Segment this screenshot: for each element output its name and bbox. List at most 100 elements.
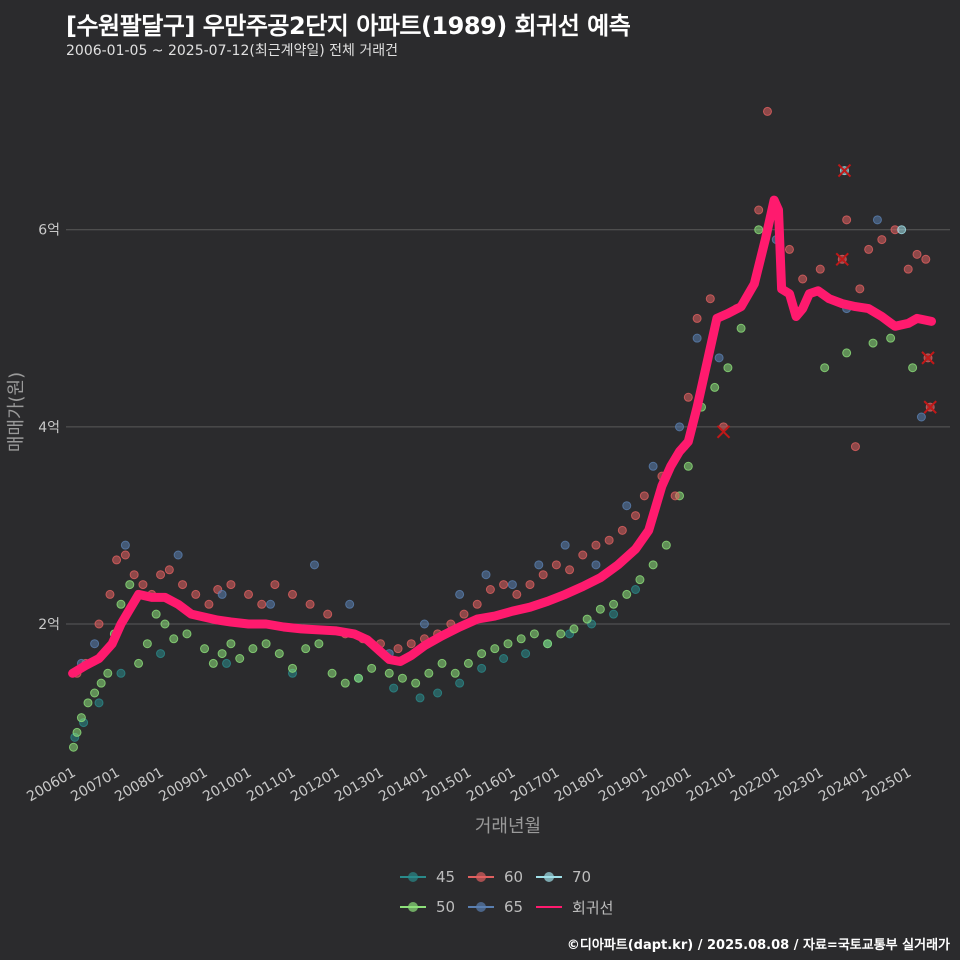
legend-swatch [536, 871, 562, 883]
data-point-65 [90, 639, 100, 649]
data-point-50 [200, 644, 210, 654]
data-point-70 [897, 225, 907, 235]
data-point-60 [604, 535, 614, 545]
legend-item-60: 60 [468, 866, 536, 888]
x-tick-label: 202201 [728, 765, 782, 806]
data-point-50 [274, 649, 284, 659]
data-point-50 [116, 599, 126, 609]
x-axis-ticks: 2006012007012008012009012010012011012012… [24, 765, 914, 806]
x-tick-label: 201701 [508, 765, 562, 806]
data-point-60 [683, 392, 693, 402]
data-point-60 [784, 244, 794, 254]
data-point-50 [842, 348, 852, 358]
data-point-65 [560, 540, 570, 550]
data-point-60 [459, 609, 469, 619]
data-point-60 [191, 589, 201, 599]
data-point-50 [72, 727, 82, 737]
data-point-60 [705, 294, 715, 304]
x-tick-label: 201201 [288, 765, 342, 806]
data-point-50 [661, 540, 671, 550]
data-point-60 [855, 284, 865, 294]
data-point-45 [222, 658, 232, 668]
legend-item-65: 65 [468, 896, 536, 918]
x-tick-label: 201801 [552, 765, 606, 806]
data-point-65 [309, 560, 319, 570]
legend-swatch [468, 901, 494, 913]
outlier-x-mark [921, 351, 935, 365]
data-point-65 [591, 560, 601, 570]
data-point-60 [762, 106, 772, 116]
y-tick-label: 2억 [38, 617, 60, 633]
data-point-60 [617, 525, 627, 535]
data-point-60 [138, 580, 148, 590]
outlier-x-mark [716, 425, 731, 439]
data-point-50 [736, 323, 746, 333]
data-point-45 [156, 649, 166, 659]
data-point-50 [463, 658, 473, 668]
data-point-65 [675, 422, 685, 432]
x-tick-label: 200901 [156, 765, 210, 806]
data-point-50 [103, 668, 113, 678]
data-point-65 [872, 215, 882, 225]
data-point-50 [710, 382, 720, 392]
data-point-60 [164, 565, 174, 575]
data-point-50 [648, 560, 658, 570]
legend-swatch [400, 901, 426, 913]
x-tick-label: 201101 [244, 765, 298, 806]
data-point-50 [287, 663, 297, 673]
data-point-60 [850, 442, 860, 452]
data-point-50 [314, 639, 324, 649]
data-point-50 [76, 713, 86, 723]
data-point-60 [670, 491, 680, 501]
data-point-60 [94, 619, 104, 629]
data-point-50 [595, 604, 605, 614]
legend-item-45: 45 [400, 866, 468, 888]
data-point-65 [916, 412, 926, 422]
legend-item-70: 70 [536, 866, 616, 888]
legend-label: 회귀선 [572, 898, 614, 917]
data-point-50 [820, 363, 830, 373]
x-tick-label: 202001 [640, 765, 694, 806]
data-point-50 [683, 461, 693, 471]
legend-label: 45 [436, 868, 456, 886]
data-point-50 [424, 668, 434, 678]
data-point-50 [384, 668, 394, 678]
data-point-60 [323, 609, 333, 619]
data-point-60 [512, 589, 522, 599]
x-tick-label: 202501 [860, 765, 914, 806]
data-point-50 [543, 639, 553, 649]
data-point-65 [534, 560, 544, 570]
x-tick-label: 201401 [376, 765, 430, 806]
data-point-50 [556, 629, 566, 639]
data-point-45 [455, 678, 465, 688]
x-tick-label: 201901 [596, 765, 650, 806]
data-point-50 [217, 649, 227, 659]
data-point-50 [301, 644, 311, 654]
data-point-65 [692, 333, 702, 343]
data-point-60 [631, 511, 641, 521]
data-point-60 [178, 580, 188, 590]
x-tick-label: 201501 [420, 765, 474, 806]
data-point-45 [521, 649, 531, 659]
data-point-45 [499, 654, 509, 663]
data-point-60 [815, 264, 825, 274]
x-tick-label: 202301 [772, 765, 826, 806]
outlier-x-mark [837, 163, 852, 178]
data-point-60 [226, 580, 236, 590]
footer-credit: ©디아파트(dapt.kr) / 2025.08.08 / 자료=국토교통부 실… [566, 938, 950, 953]
data-point-50 [208, 658, 218, 668]
data-point-60 [287, 589, 297, 599]
data-point-60 [129, 570, 139, 580]
chart-title: [수원팔달구] 우만주공2단지 아파트(1989) 회귀선 예측 [66, 12, 631, 40]
data-point-45 [433, 688, 443, 698]
x-tick-label: 201601 [464, 765, 518, 806]
data-point-50 [450, 668, 460, 678]
x-tick-label: 201301 [332, 765, 386, 806]
x-tick-label: 202101 [684, 765, 738, 806]
data-point-50 [340, 678, 350, 688]
y-axis-ticks: 2억 4억 6억 [38, 223, 60, 633]
data-point-65 [622, 501, 632, 511]
data-point-50 [90, 688, 100, 698]
data-point-60 [842, 215, 852, 225]
